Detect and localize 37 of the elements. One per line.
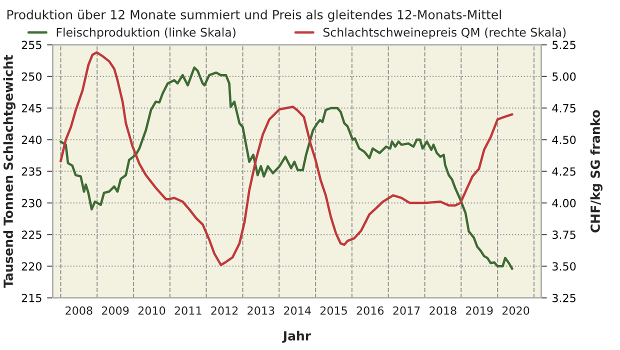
- y-tick-label: 250: [22, 72, 42, 81]
- y2-tick-label: 5.00: [552, 72, 576, 81]
- y-tick-label: 230: [22, 198, 42, 208]
- x-axis-title: Jahr: [282, 330, 312, 343]
- x-tick-label: 2010: [138, 306, 166, 315]
- y-tick-label: 215: [22, 294, 42, 302]
- x-tick-label: 2014: [284, 306, 311, 315]
- y-tick-label: 235: [22, 167, 42, 176]
- x-tick-label: 2008: [66, 306, 92, 315]
- y-tick-label: 255: [22, 40, 42, 50]
- x-tick-label: 2009: [102, 306, 129, 315]
- x-tick-label: 2011: [174, 306, 202, 315]
- x-tick-label: 2017: [393, 306, 420, 315]
- x-tick-label: 2018: [430, 306, 456, 315]
- y2-tick-label: 4.50: [552, 136, 576, 144]
- chart-title: Produktion über 12 Monate summiert und Preis als gleitendes 12-Monats-Mittel: [7, 10, 501, 22]
- y2-tick-label: 4.75: [552, 104, 576, 112]
- y2-tick-label: 4.00: [552, 198, 576, 208]
- y2-tick-label: 3.50: [552, 262, 576, 271]
- legend-label: Fleischproduktion (linke Skala): [56, 28, 236, 40]
- y2-tick-label: 4.25: [552, 167, 576, 176]
- x-tick-label: 2015: [320, 306, 347, 315]
- y-axis-title: Tausend Tonnen Schlachtgewicht: [3, 55, 16, 288]
- y-tick-label: 220: [22, 262, 42, 271]
- x-tick-label: 2012: [211, 306, 238, 315]
- y-tick-label: 240: [22, 136, 42, 144]
- x-tick-label: 2020: [502, 306, 530, 315]
- legend-label: Schlachtschweinepreis QM (rechte Skala): [323, 28, 566, 40]
- y2-tick-label: 5.25: [552, 40, 576, 50]
- x-tick-label: 2016: [356, 306, 384, 315]
- x-tick-label: 2019: [466, 306, 493, 315]
- y2-axis-title: CHF/kg SG franko: [590, 110, 602, 232]
- y2-tick-label: 3.25: [552, 294, 576, 302]
- x-tick-label: 2013: [248, 306, 274, 315]
- y-tick-label: 225: [22, 230, 42, 239]
- y-tick-label: 245: [22, 104, 42, 112]
- y2-tick-label: 3.75: [552, 230, 576, 239]
